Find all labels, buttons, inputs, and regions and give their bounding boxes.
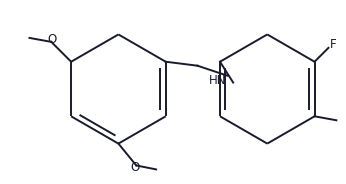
Text: F: F xyxy=(330,38,337,51)
Text: O: O xyxy=(48,33,57,46)
Text: O: O xyxy=(131,161,140,174)
Text: HN: HN xyxy=(209,74,226,87)
